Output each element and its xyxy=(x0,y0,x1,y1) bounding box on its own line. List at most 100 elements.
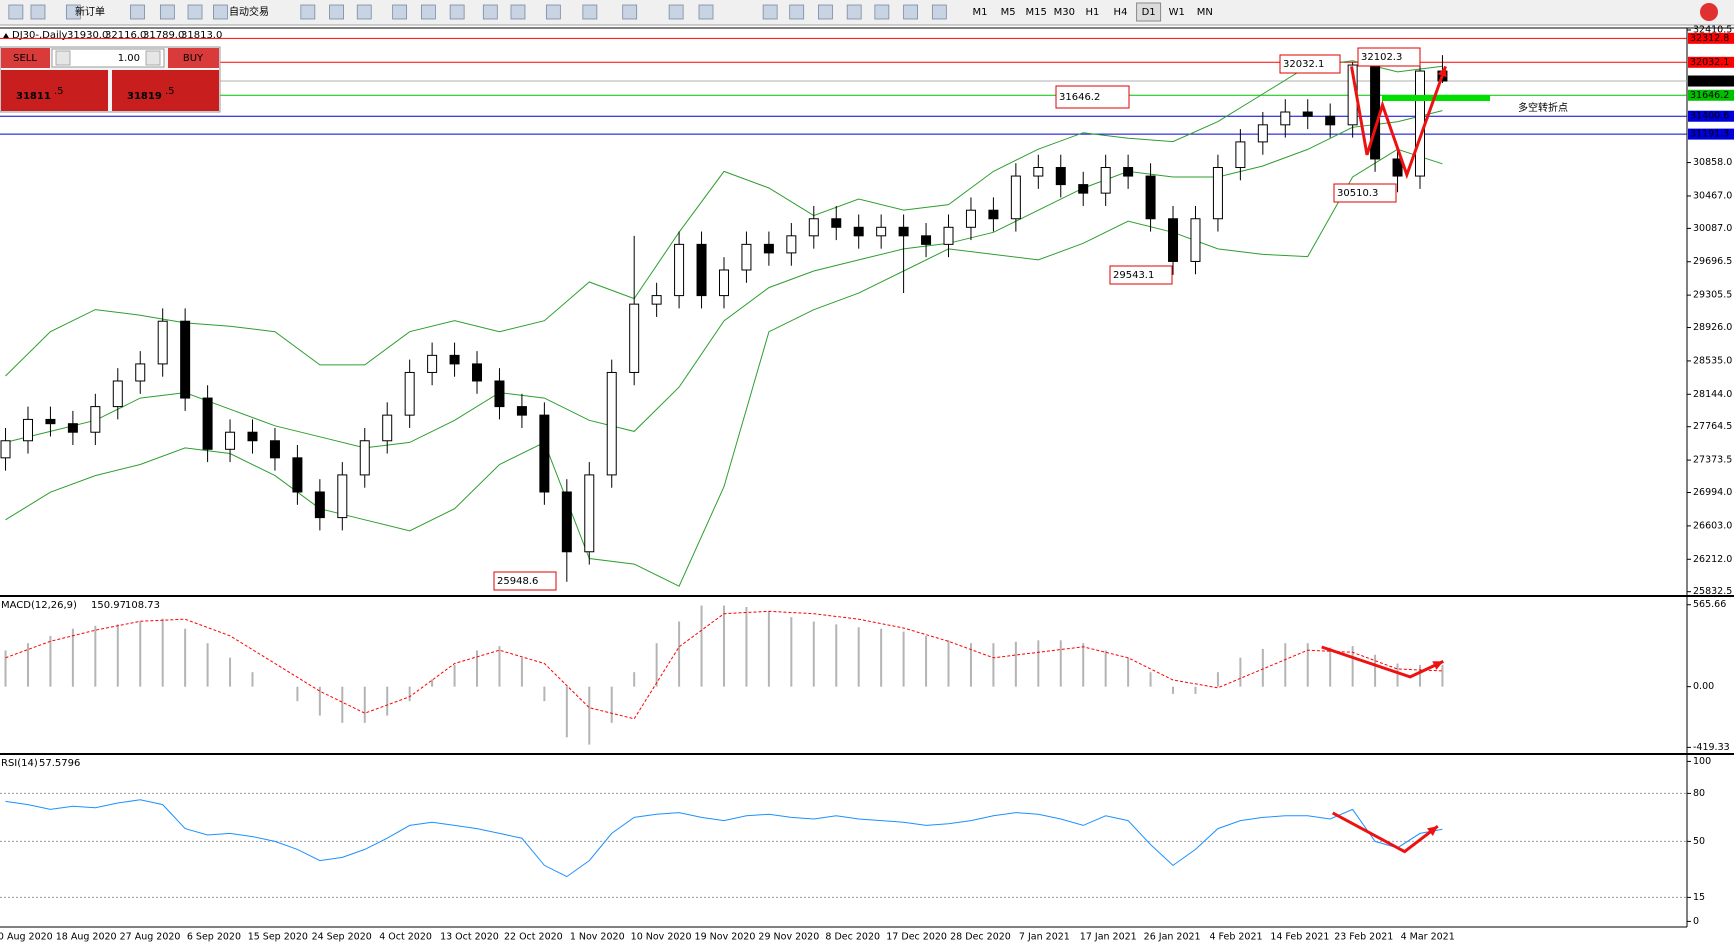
toolbar-icon[interactable] xyxy=(300,4,316,20)
alert-icon[interactable] xyxy=(1700,3,1718,21)
candle-body xyxy=(449,354,460,365)
ask-price-box[interactable] xyxy=(112,70,219,111)
toolbar-icon[interactable] xyxy=(874,4,890,20)
candle-body xyxy=(1392,158,1403,177)
candle-body xyxy=(1078,184,1089,194)
toolbar-icon[interactable] xyxy=(420,4,436,20)
candle-body xyxy=(1325,115,1336,126)
bid-price-box[interactable] xyxy=(1,70,108,111)
timeframe-button[interactable]: D1 xyxy=(1142,7,1156,18)
sell-button[interactable] xyxy=(1,48,50,68)
candle-body xyxy=(741,243,752,271)
candle-body xyxy=(584,474,595,553)
toolbar-icon[interactable] xyxy=(668,4,684,20)
x-tick-label: 17 Dec 2020 xyxy=(886,932,947,943)
toolbar-icon[interactable] xyxy=(818,4,833,20)
price-level-label: 31646.2 xyxy=(1690,90,1729,101)
auto-trading-button[interactable]: 自动交易 xyxy=(229,5,269,18)
candle-body xyxy=(674,243,685,297)
toolbar-icon[interactable] xyxy=(329,4,344,20)
toolbar-icon[interactable] xyxy=(392,4,408,20)
y-tick-label: 26212.0 xyxy=(1693,554,1732,565)
candle-body xyxy=(1302,111,1313,117)
toolbar-icon[interactable] xyxy=(510,4,526,20)
y-tick-label: 29696.5 xyxy=(1693,256,1732,267)
lot-up[interactable] xyxy=(145,50,161,66)
toolbar-icon[interactable] xyxy=(187,4,203,20)
timeframe-button[interactable]: W1 xyxy=(1169,7,1185,18)
sell-label: SELL xyxy=(13,53,37,64)
new-order-button[interactable]: 新订单 xyxy=(75,5,105,18)
price-level-tag xyxy=(1688,110,1734,122)
timeframe-button[interactable]: H1 xyxy=(1085,7,1099,18)
timeframe-button[interactable]: M30 xyxy=(1054,7,1075,18)
toolbar-icon[interactable] xyxy=(762,4,778,20)
toolbar-icon[interactable] xyxy=(931,4,947,20)
candle-body xyxy=(943,226,954,245)
bid-price-frac: .5 xyxy=(54,86,64,97)
candle-body xyxy=(202,397,213,450)
bid-price-main: 31811 xyxy=(16,91,51,102)
drawn-arrow xyxy=(1332,811,1439,854)
toolbar-icon[interactable] xyxy=(582,4,598,20)
indicator-readout: 57.5796 xyxy=(39,758,80,769)
lot-input[interactable] xyxy=(51,48,165,68)
timeframe-button[interactable]: MN xyxy=(1197,7,1213,18)
lot-down[interactable] xyxy=(55,50,71,66)
toolbar-icon[interactable] xyxy=(8,4,24,20)
y-tick-label: 26603.0 xyxy=(1693,520,1732,531)
timeframe-button[interactable]: M1 xyxy=(973,7,988,18)
toolbar-icon[interactable] xyxy=(449,4,465,20)
y-tick-label: 30467.0 xyxy=(1693,190,1732,201)
toolbar-icon[interactable] xyxy=(545,4,561,20)
candle-body xyxy=(404,371,415,416)
ask-price-main: 31819 xyxy=(127,91,162,102)
y-tick-label: 29305.5 xyxy=(1693,290,1732,301)
toolbar-icon[interactable] xyxy=(622,4,638,20)
toolbar-icon[interactable] xyxy=(130,4,145,20)
toolbar-icon[interactable] xyxy=(698,4,714,20)
chart-title: DJ30-,Daily xyxy=(12,30,68,41)
candle-body xyxy=(516,406,527,416)
candle-body xyxy=(292,457,303,493)
candle-body xyxy=(1123,167,1134,177)
x-tick-label: 1 Nov 2020 xyxy=(570,932,625,943)
toolbar-icon[interactable] xyxy=(846,4,862,20)
drawn-arrow xyxy=(1350,65,1447,180)
price-level-label: 32032.1 xyxy=(1690,57,1729,68)
ask-price-frac: .5 xyxy=(165,86,175,97)
candle-body xyxy=(561,491,572,553)
price-level-label: 31191.3 xyxy=(1690,129,1729,140)
price-level-label: 32312.8 xyxy=(1690,33,1729,44)
candle-body xyxy=(90,406,101,433)
y-tick-label: 15 xyxy=(1693,892,1705,903)
ohlc-readout: 31789.0 xyxy=(143,30,184,41)
toolbar-icon[interactable] xyxy=(903,4,919,20)
toolbar-icon[interactable] xyxy=(159,4,175,20)
candle-body xyxy=(1235,141,1246,169)
y-tick-label: 100 xyxy=(1693,756,1711,767)
y-tick-label: 565.66 xyxy=(1693,599,1726,610)
price-level-tag xyxy=(1688,75,1734,87)
toolbar-icon[interactable] xyxy=(789,4,805,20)
drawn-arrow xyxy=(1321,645,1444,679)
toolbar-icon[interactable] xyxy=(65,4,81,20)
toolbar-icon[interactable] xyxy=(213,4,228,20)
timeframe-button[interactable]: M5 xyxy=(1001,7,1016,18)
timeframe-button[interactable]: M15 xyxy=(1026,7,1047,18)
x-tick-label: 26 Jan 2021 xyxy=(1144,932,1201,943)
x-tick-label: 14 Feb 2021 xyxy=(1270,932,1329,943)
toolbar-icon[interactable] xyxy=(356,4,372,20)
x-tick-label: 23 Feb 2021 xyxy=(1334,932,1393,943)
y-tick-label: 30087.0 xyxy=(1693,223,1732,234)
candle-body xyxy=(988,209,999,220)
x-tick-label: 15 Sep 2020 xyxy=(248,932,308,943)
y-tick-label: 25832.5 xyxy=(1693,586,1732,597)
timeframe-button[interactable]: H4 xyxy=(1114,7,1128,18)
y-tick-label: 28144.0 xyxy=(1693,389,1732,400)
buy-button[interactable] xyxy=(168,48,219,68)
candle-body xyxy=(853,226,864,237)
y-tick-label: 32410.5 xyxy=(1693,25,1732,36)
toolbar-icon[interactable] xyxy=(482,4,498,20)
toolbar-icon[interactable] xyxy=(30,4,46,20)
